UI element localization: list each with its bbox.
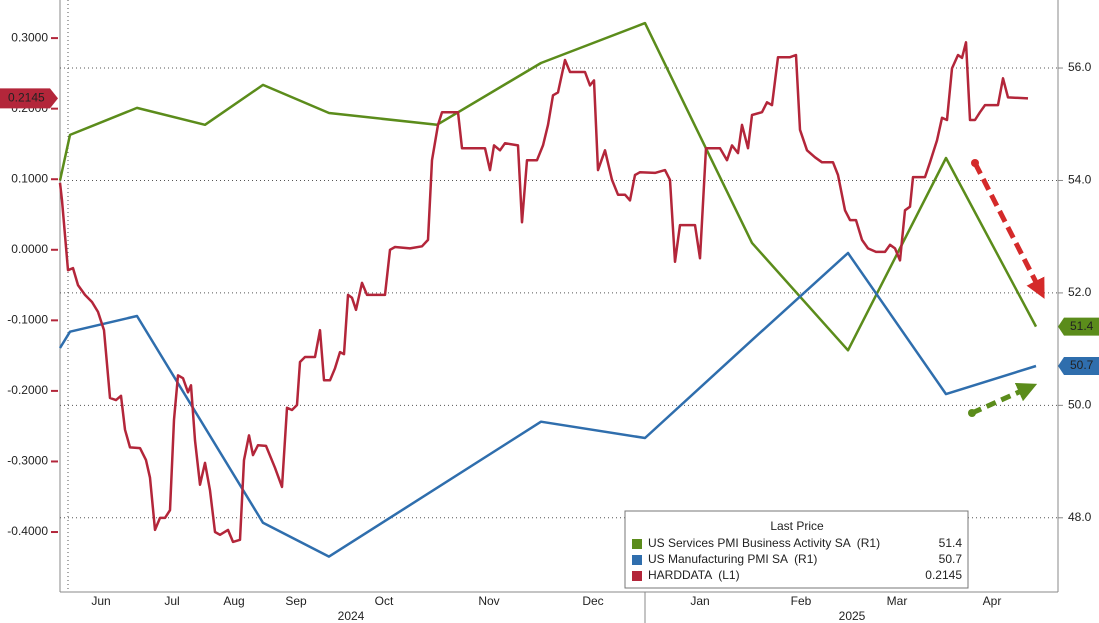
x-tick-label: Mar — [887, 594, 908, 608]
series-line — [58, 251, 1037, 558]
legend-label: HARDDATA (L1) — [648, 568, 740, 582]
legend-label: US Services PMI Business Activity SA (R1… — [648, 536, 880, 550]
y-tick-label: -0.3000 — [7, 454, 48, 468]
x-tick-label: Sep — [285, 594, 307, 608]
year-label: 2025 — [839, 609, 866, 623]
x-tick-label: Aug — [223, 594, 244, 608]
x-tick-label: Apr — [983, 594, 1002, 608]
last-value-label: 50.7 — [1070, 358, 1094, 372]
last-value-label: 0.2145 — [8, 91, 45, 105]
series-line — [58, 41, 1029, 544]
legend-value: 51.4 — [939, 536, 963, 550]
y2-tick-label: 48.0 — [1068, 510, 1092, 524]
legend-swatch — [632, 571, 642, 581]
y2-tick-label: 50.0 — [1068, 398, 1092, 412]
legend-title: Last Price — [770, 519, 824, 533]
y-tick-label: 0.0000 — [11, 242, 48, 256]
last-value-tag — [1058, 356, 1099, 375]
x-tick-label: Nov — [478, 594, 499, 608]
x-tick-label: Dec — [582, 594, 603, 608]
legend-value: 50.7 — [939, 552, 963, 566]
legend-swatch — [632, 555, 642, 565]
y-tick-label: 0.3000 — [11, 30, 48, 44]
x-tick-label: Oct — [375, 594, 394, 608]
x-tick-label: Jan — [690, 594, 709, 608]
legend-box — [624, 510, 969, 589]
lines — [58, 21, 1038, 558]
legend-value: 0.2145 — [925, 568, 962, 582]
annotation-dot — [968, 409, 976, 417]
x-tick-label: Feb — [791, 594, 812, 608]
last-value-tag — [1058, 317, 1099, 336]
y2-tick-label: 54.0 — [1068, 173, 1092, 187]
last-value-tag — [0, 88, 58, 109]
annotation-arrow — [972, 161, 1045, 299]
labels: 0.30000.20000.10000.0000-0.1000-0.2000-0… — [0, 30, 1099, 623]
grid — [60, 67, 1058, 519]
x-tick-label: Jul — [164, 594, 179, 608]
y-tick-label: -0.1000 — [7, 313, 48, 327]
y-tick-label: -0.2000 — [7, 383, 48, 397]
legend-label: US Manufacturing PMI SA (R1) — [648, 552, 817, 566]
series-line — [58, 21, 1038, 352]
x-tick-label: Jun — [91, 594, 110, 608]
annotation-dot — [971, 159, 979, 167]
y-tick-label: -0.4000 — [7, 524, 48, 538]
y2-tick-label: 52.0 — [1068, 285, 1092, 299]
y-tick-label: 0.1000 — [11, 171, 48, 185]
year-label: 2024 — [338, 609, 365, 623]
legend-swatch — [632, 539, 642, 549]
y2-tick-label: 56.0 — [1068, 60, 1092, 74]
last-value-label: 51.4 — [1070, 319, 1094, 333]
annotation-arrow — [970, 382, 1038, 416]
